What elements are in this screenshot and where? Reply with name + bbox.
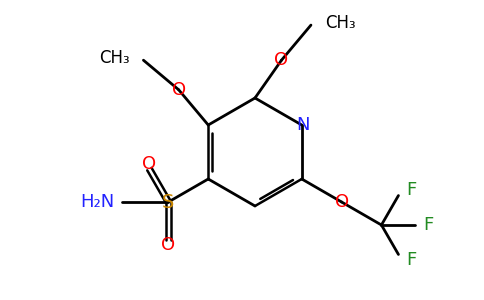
Text: CH₃: CH₃ bbox=[99, 49, 129, 67]
Text: CH₃: CH₃ bbox=[325, 14, 356, 32]
Text: F: F bbox=[407, 251, 417, 269]
Text: F: F bbox=[424, 216, 434, 234]
Text: O: O bbox=[274, 51, 288, 69]
Text: O: O bbox=[172, 81, 186, 99]
Text: H₂N: H₂N bbox=[80, 193, 114, 211]
Text: S: S bbox=[162, 193, 175, 211]
Text: O: O bbox=[142, 155, 156, 173]
Text: O: O bbox=[161, 236, 176, 254]
Text: N: N bbox=[296, 116, 309, 134]
Text: F: F bbox=[407, 181, 417, 199]
Text: O: O bbox=[334, 193, 348, 211]
